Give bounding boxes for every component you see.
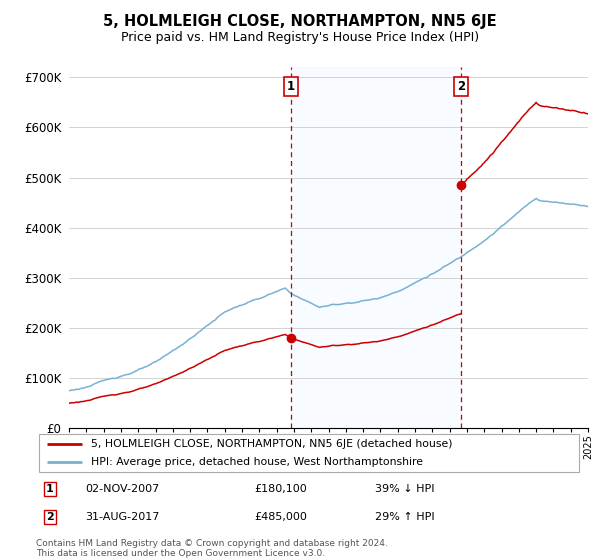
Text: Price paid vs. HM Land Registry's House Price Index (HPI): Price paid vs. HM Land Registry's House … — [121, 31, 479, 44]
Text: £485,000: £485,000 — [254, 512, 307, 522]
Text: 29% ↑ HPI: 29% ↑ HPI — [374, 512, 434, 522]
Text: HPI: Average price, detached house, West Northamptonshire: HPI: Average price, detached house, West… — [91, 458, 422, 467]
FancyBboxPatch shape — [39, 435, 579, 472]
Text: 5, HOLMLEIGH CLOSE, NORTHAMPTON, NN5 6JE: 5, HOLMLEIGH CLOSE, NORTHAMPTON, NN5 6JE — [103, 14, 497, 29]
Text: 5, HOLMLEIGH CLOSE, NORTHAMPTON, NN5 6JE (detached house): 5, HOLMLEIGH CLOSE, NORTHAMPTON, NN5 6JE… — [91, 439, 452, 449]
Text: 31-AUG-2017: 31-AUG-2017 — [85, 512, 160, 522]
Text: 1: 1 — [287, 80, 295, 93]
Text: 39% ↓ HPI: 39% ↓ HPI — [374, 484, 434, 494]
Bar — [291, 67, 461, 428]
Text: 1: 1 — [46, 484, 53, 494]
Text: 2: 2 — [46, 512, 53, 522]
Text: Contains HM Land Registry data © Crown copyright and database right 2024.
This d: Contains HM Land Registry data © Crown c… — [36, 539, 388, 558]
Text: 2: 2 — [457, 80, 465, 93]
Text: 02-NOV-2007: 02-NOV-2007 — [85, 484, 160, 494]
Text: £180,100: £180,100 — [254, 484, 307, 494]
